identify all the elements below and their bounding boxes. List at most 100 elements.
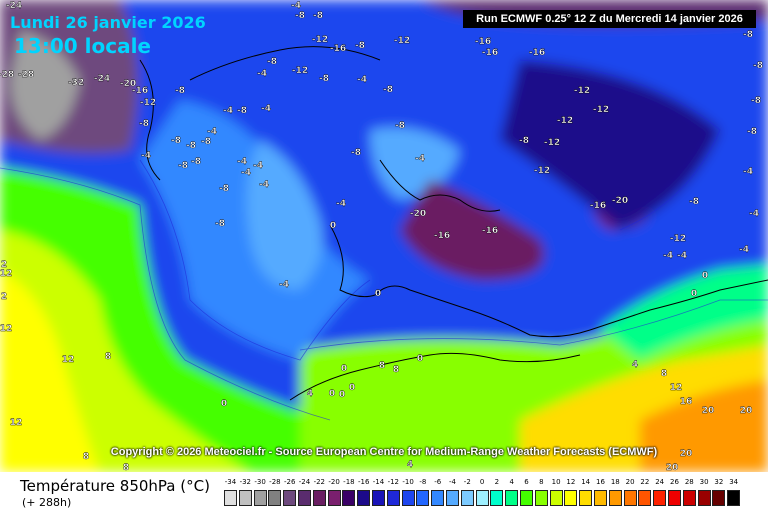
contour-label: -8 bbox=[351, 148, 361, 158]
coastlines bbox=[139, 46, 768, 401]
scale-swatch bbox=[623, 490, 637, 506]
scale-swatch bbox=[653, 490, 667, 506]
scale-tick-label: 20 bbox=[625, 478, 635, 486]
contour-label: -12 bbox=[593, 105, 609, 115]
scale-tick-label: -2 bbox=[463, 478, 471, 486]
scale-swatch bbox=[268, 490, 282, 506]
temperature-fill bbox=[0, 0, 768, 472]
contour-label: -16 bbox=[482, 226, 498, 236]
contour-label: 8 bbox=[661, 369, 667, 379]
scale-swatch bbox=[534, 490, 548, 506]
scale-swatch bbox=[283, 490, 297, 506]
scale-swatch bbox=[460, 490, 474, 506]
scale-tick-label: -12 bbox=[387, 478, 400, 486]
contour-label: 20 bbox=[680, 449, 693, 459]
scale-swatch bbox=[401, 490, 415, 506]
contour-label: -8 bbox=[395, 121, 405, 131]
contour-label: -8 bbox=[383, 85, 393, 95]
contour-label: -20 bbox=[612, 196, 628, 206]
contour-label: -4 bbox=[257, 69, 267, 79]
scale-tick-label: 26 bbox=[670, 478, 679, 486]
contour-label: -8 bbox=[743, 30, 753, 40]
parameter-title: Température 850hPa (°C) bbox=[20, 477, 210, 495]
contour-label: 0 bbox=[341, 364, 347, 374]
forecast-time: 13:00 locale bbox=[14, 34, 151, 58]
scale-swatch bbox=[682, 490, 696, 506]
contour-label: -8 bbox=[753, 61, 763, 71]
contour-label: -8 bbox=[747, 127, 757, 137]
forecast-date: Lundi 26 janvier 2026 bbox=[10, 13, 206, 32]
scale-tick-label: -20 bbox=[328, 478, 340, 486]
scale-swatch bbox=[668, 490, 681, 506]
contour-label: 8 bbox=[105, 352, 111, 362]
contour-label: 20 bbox=[740, 406, 753, 416]
scale-tick-label: 30 bbox=[699, 478, 709, 486]
contour-label: -4 bbox=[279, 280, 289, 290]
contour-label: -4 bbox=[241, 168, 251, 178]
contour-label: 8 bbox=[393, 365, 399, 375]
contour-label: 12 bbox=[0, 269, 12, 279]
contour-label: -4 bbox=[291, 1, 301, 11]
scale-swatch bbox=[475, 490, 489, 506]
legend-bar: Température 850hPa (°C) (+ 288h) -34 -32-… bbox=[0, 472, 768, 512]
contour-label: -8 bbox=[191, 157, 201, 167]
contour-label: -12 bbox=[544, 138, 560, 148]
contour-label: -16 bbox=[475, 37, 491, 47]
scale-swatch bbox=[224, 490, 237, 506]
contour-label: -12 bbox=[292, 66, 308, 76]
contour-label: 0 bbox=[329, 389, 335, 399]
contour-label: -16 bbox=[434, 231, 450, 241]
scale-swatch bbox=[253, 490, 267, 506]
contour-label: -16 bbox=[482, 48, 498, 58]
contour-label: 8 bbox=[83, 452, 89, 462]
scale-tick-label: -34 bbox=[224, 478, 237, 486]
contour-label: 0 bbox=[702, 271, 708, 281]
contour-label: -8 bbox=[519, 136, 529, 146]
contour-label: 0 bbox=[691, 289, 697, 299]
scale-tick-label: -32 bbox=[239, 478, 252, 486]
contour-label: -4 bbox=[663, 251, 673, 261]
scale-swatch bbox=[312, 490, 326, 506]
scale-swatch bbox=[386, 490, 400, 506]
scale-tick-label: -4 bbox=[449, 478, 456, 486]
scale-swatch bbox=[564, 490, 578, 506]
contour-label: -8 bbox=[355, 41, 365, 51]
contour-label: -12 bbox=[670, 234, 686, 244]
contour-lines bbox=[0, 59, 768, 421]
contour-label-layer: -24-28-28-32-24-20-16-12-8-8-4-8-8-8-4-8… bbox=[0, 1, 763, 472]
scale-tick-label: 14 bbox=[581, 478, 591, 486]
scale-tick-label: -30 bbox=[254, 478, 266, 486]
scale-swatch bbox=[727, 490, 741, 506]
contour-label: -8 bbox=[295, 11, 305, 21]
scale-tick-label: -10 bbox=[402, 478, 414, 486]
scale-swatch bbox=[697, 490, 711, 506]
contour-label: 12 bbox=[670, 383, 683, 393]
temperature-map: -24-28-28-32-24-20-16-12-8-8-4-8-8-8-4-8… bbox=[0, 0, 768, 472]
contour-label: -4 bbox=[357, 75, 367, 85]
contour-label: -8 bbox=[689, 197, 699, 207]
contour-label: -8 bbox=[186, 141, 196, 151]
contour-label: -8 bbox=[237, 106, 247, 116]
contour-label: 20 bbox=[666, 463, 679, 472]
scale-swatch bbox=[342, 490, 356, 506]
color-scale-labels: -34 -32 -30 -28 -26 -24 -22 -20 -18 -16 -14 -12 -10-… bbox=[224, 478, 744, 490]
contour-label: -4 bbox=[237, 157, 247, 167]
scale-swatch bbox=[505, 490, 519, 506]
scale-swatch bbox=[579, 490, 593, 506]
contour-label: -4 bbox=[743, 167, 753, 177]
scale-tick-label: -28 bbox=[269, 478, 281, 486]
contour-label: -28 bbox=[0, 70, 14, 80]
contour-label: -8 bbox=[178, 161, 188, 171]
contour-label: -28 bbox=[18, 70, 34, 80]
contour-label: 8 bbox=[379, 361, 385, 371]
scale-swatch bbox=[594, 490, 607, 506]
scale-swatch bbox=[490, 490, 504, 506]
scale-tick-label: -18 bbox=[343, 478, 355, 486]
contour-label: 0 bbox=[375, 289, 381, 299]
contour-label: 0 bbox=[349, 383, 355, 393]
scale-tick-label: 24 bbox=[655, 478, 665, 486]
contour-label: -4 bbox=[336, 199, 346, 209]
scale-swatch bbox=[608, 490, 622, 506]
contour-label: -12 bbox=[312, 35, 328, 45]
color-scale bbox=[224, 490, 744, 506]
